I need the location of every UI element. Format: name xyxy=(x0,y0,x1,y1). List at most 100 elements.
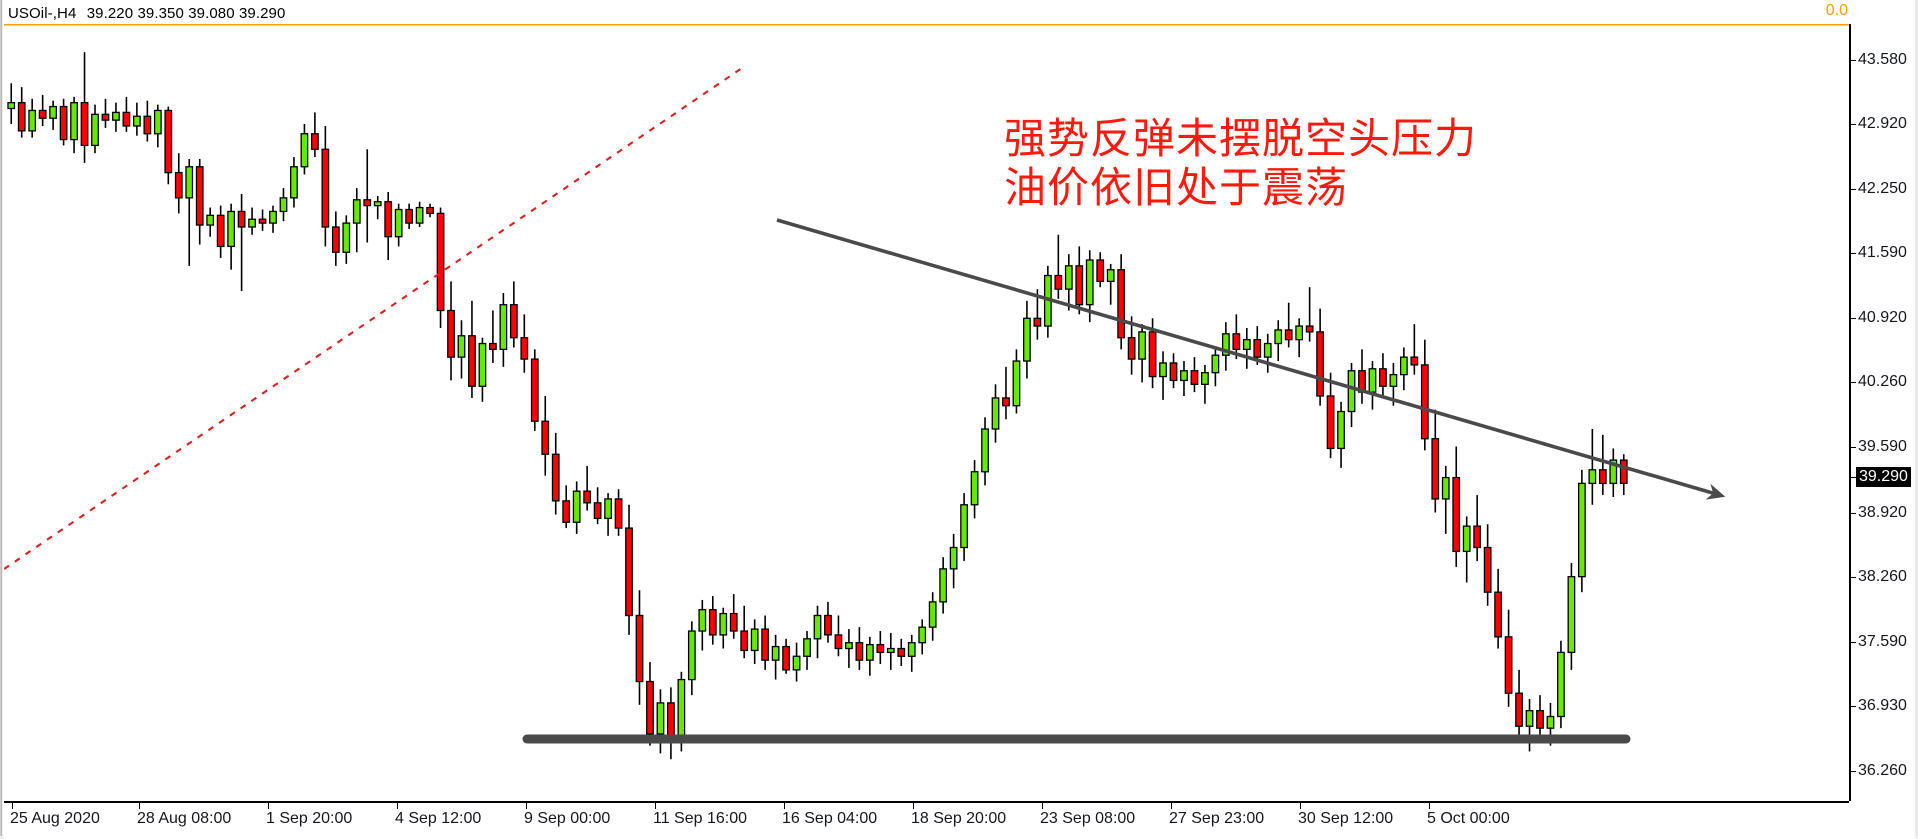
candle xyxy=(457,320,466,379)
candle-body xyxy=(1441,476,1450,500)
candle xyxy=(635,590,644,705)
time-label: 30 Sep 12:00 xyxy=(1298,810,1394,827)
candle xyxy=(258,209,267,231)
candle xyxy=(897,638,906,666)
candle-body xyxy=(1012,360,1021,407)
candle xyxy=(583,465,592,511)
candle xyxy=(1221,322,1230,371)
candle xyxy=(614,489,623,536)
candle xyxy=(782,638,790,674)
candle-body xyxy=(646,680,654,735)
candle-body xyxy=(384,201,393,238)
candle-body xyxy=(1054,274,1063,290)
candle-body xyxy=(373,201,382,207)
candle-body xyxy=(1274,329,1283,345)
candle-body xyxy=(855,642,864,661)
candle xyxy=(216,205,225,259)
candle-body xyxy=(1159,362,1167,378)
candle xyxy=(1023,300,1031,379)
candle xyxy=(1598,434,1607,496)
ohlc-values: 39.220 39.350 39.080 39.290 xyxy=(86,5,286,22)
time-axis[interactable]: 25 Aug 2020 28 Aug 08:00 1 Sep 20:00 4 Sep … xyxy=(4,801,1915,839)
candle xyxy=(499,293,508,367)
candle xyxy=(918,619,927,655)
candle-body xyxy=(876,643,885,654)
candle xyxy=(1274,320,1283,362)
candle-body xyxy=(949,546,958,570)
candle xyxy=(7,83,16,125)
candle xyxy=(1190,357,1199,393)
time-axis-line xyxy=(4,801,1849,803)
candle xyxy=(300,124,309,175)
candle xyxy=(520,314,529,373)
candle xyxy=(1305,287,1314,342)
time-tick xyxy=(12,803,13,809)
candle-body xyxy=(970,471,979,506)
candle-body xyxy=(729,612,738,632)
candle xyxy=(1410,324,1419,375)
candle-body xyxy=(520,337,529,360)
candle-body xyxy=(7,102,16,110)
candle-body xyxy=(677,678,686,743)
candle xyxy=(49,100,58,130)
candle-body xyxy=(1473,525,1482,549)
candle xyxy=(1012,349,1021,414)
candle-body xyxy=(164,109,173,174)
candle xyxy=(1525,699,1534,752)
price-tick xyxy=(1851,318,1856,320)
candle xyxy=(1536,695,1544,742)
candle-body xyxy=(1106,269,1115,283)
ascending-dashed-trendline[interactable] xyxy=(4,65,746,570)
candle-body xyxy=(17,102,26,132)
candle xyxy=(132,102,141,136)
candle-body xyxy=(1399,356,1408,376)
candle xyxy=(143,100,152,142)
candle xyxy=(91,104,99,154)
candle-body xyxy=(132,115,141,127)
candle-body xyxy=(1379,368,1387,387)
candle-body xyxy=(290,166,298,199)
candle xyxy=(1159,351,1167,400)
candle-body xyxy=(1221,333,1230,356)
price-tick xyxy=(1851,447,1856,449)
candle-body xyxy=(258,218,267,224)
candle xyxy=(960,493,968,562)
candle-body xyxy=(907,642,916,657)
candle-body xyxy=(1326,395,1335,450)
candle-body xyxy=(708,609,717,636)
candle-body xyxy=(1557,651,1565,718)
candle-body xyxy=(1263,342,1272,358)
price-label: 37.590 xyxy=(1858,632,1907,650)
candle xyxy=(1284,302,1293,348)
candle-body xyxy=(248,218,256,228)
candle xyxy=(970,460,979,519)
candle-body xyxy=(897,647,906,657)
chart-annotation-text: 强势反弹未摆脱空头压力 油价依旧处于震荡 xyxy=(1004,114,1477,212)
annotation-line-1: 强势反弹未摆脱空头压力 xyxy=(1004,114,1478,163)
candle xyxy=(1515,669,1523,740)
candle xyxy=(321,125,330,247)
candle xyxy=(1169,353,1178,389)
candle-body xyxy=(761,628,770,661)
candle-body xyxy=(28,109,37,132)
time-tick xyxy=(1042,803,1043,809)
candle xyxy=(269,205,277,233)
candle-body xyxy=(1253,339,1262,358)
candle-body xyxy=(803,638,811,657)
price-axis[interactable]: 43.580 42.920 42.250 41.590 40.920 40.260 39.5… xyxy=(1849,24,1915,801)
candle-body xyxy=(49,105,58,119)
price-label: 36.930 xyxy=(1858,696,1907,714)
descending-trendline-arrow[interactable] xyxy=(776,218,1726,500)
price-tick xyxy=(1851,770,1856,772)
candle xyxy=(468,300,476,398)
candle xyxy=(405,203,414,229)
candle xyxy=(1473,495,1482,562)
candle-body xyxy=(698,609,707,632)
candle xyxy=(981,417,989,486)
candle xyxy=(1117,254,1126,350)
candlestick-plot-area[interactable] xyxy=(4,24,1849,801)
candle-body xyxy=(1085,259,1094,306)
candle xyxy=(729,594,738,639)
candle-body xyxy=(740,630,749,652)
